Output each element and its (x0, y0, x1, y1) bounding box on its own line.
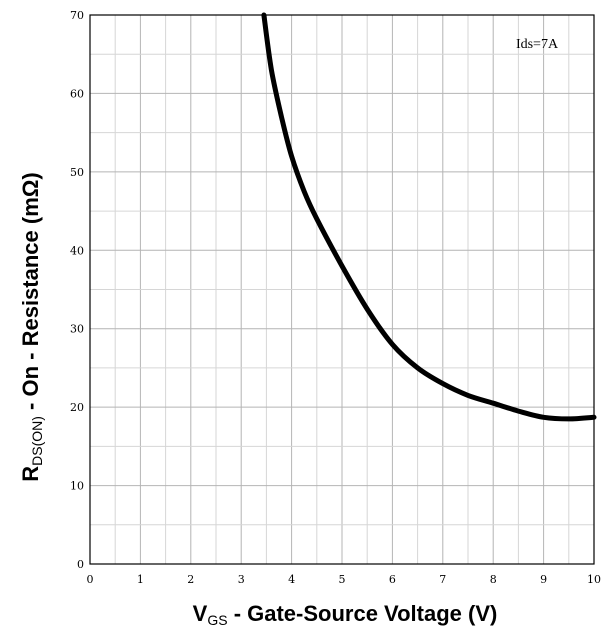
x-tick-label: 7 (439, 573, 446, 586)
y-tick-label: 20 (70, 401, 84, 414)
y-tick-label: 50 (70, 166, 84, 179)
x-tick-label: 6 (389, 573, 396, 586)
y-tick-label: 60 (70, 87, 84, 100)
axis-title-rest: - On - Resistance (mΩ) (18, 172, 43, 416)
x-tick-label: 1 (137, 573, 144, 586)
x-tick-label: 0 (87, 573, 94, 586)
x-tick-label: 3 (238, 573, 245, 586)
axis-title-main: R (18, 466, 43, 482)
axis-title-subscript: DS(ON) (29, 416, 45, 466)
y-tick-label: 70 (70, 9, 84, 22)
series-line (261, 12, 597, 422)
y-tick-label: 40 (70, 244, 84, 257)
series (261, 12, 597, 422)
plot-frame (89, 14, 595, 565)
y-tick-label: 0 (77, 558, 84, 571)
y-tick-label: 30 (70, 323, 84, 336)
axis-title-rest: - Gate-Source Voltage (V) (228, 601, 498, 626)
x-axis-title: VGS - Gate-Source Voltage (V) (193, 601, 498, 628)
x-tick-label: 8 (490, 573, 497, 586)
x-tick-label: 9 (540, 573, 547, 586)
x-tick-label: 4 (288, 573, 295, 586)
axes (89, 14, 595, 565)
x-tick-label: 2 (187, 573, 194, 586)
annotation-ids: Ids=7A (516, 37, 559, 52)
tick-labels: 0 1 2 3 4 5 6 7 8 9 10 0 10 20 30 40 50 60 70 (70, 9, 601, 586)
axis-title-main: V (193, 601, 208, 626)
y-axis-title: RDS(ON) - On - Resistance (mΩ) (18, 172, 45, 481)
grid (89, 14, 595, 565)
axis-title-subscript: GS (207, 612, 227, 628)
x-tick-label: 5 (339, 573, 346, 586)
x-tick-label: 10 (587, 573, 601, 586)
y-tick-label: 10 (70, 480, 84, 493)
